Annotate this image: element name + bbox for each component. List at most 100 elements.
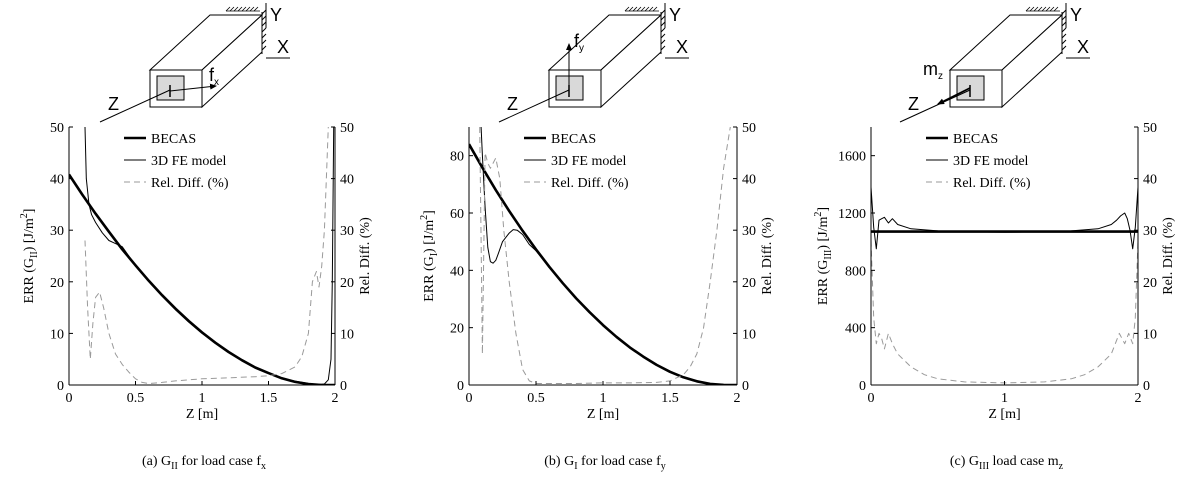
wall-hatch: [660, 21, 666, 27]
text-span: f: [574, 31, 580, 51]
text-span: 2: [813, 212, 824, 217]
top-hatch: [237, 6, 243, 12]
top-hatch: [648, 6, 654, 12]
beam-axis-y-label: Y: [270, 5, 282, 25]
top-hatch: [636, 6, 642, 12]
wall-hatch: [261, 9, 267, 15]
text-span: f: [209, 65, 215, 85]
legend-label: Rel. Diff. (%): [551, 176, 629, 191]
text-span: I: [574, 461, 577, 472]
top-hatch: [1045, 6, 1051, 12]
text-span: x: [261, 461, 266, 472]
z-axis-line: [498, 89, 570, 123]
top-hatch: [628, 6, 634, 12]
text-span: ]: [22, 209, 37, 214]
x-tick-label: 1: [199, 391, 206, 406]
legend-label: BECAS: [953, 132, 998, 147]
x-tick-label: 0: [868, 391, 875, 406]
top-hatch: [1025, 6, 1031, 12]
figure-caption: (a) GII for load case fx: [142, 454, 266, 472]
y-left-tick-label: 30: [50, 224, 64, 239]
y-left-tick-label: 40: [450, 264, 464, 279]
y-left-tick-label: 80: [450, 150, 464, 165]
y-left-tick-label: 0: [57, 379, 64, 394]
beam-load-label: fy: [574, 31, 584, 54]
wall-hatch: [1061, 9, 1067, 15]
beam-axis-x-label: X: [277, 37, 289, 57]
y-right-axis-label: Rel. Diff. (%): [358, 217, 373, 295]
text-span: y: [579, 43, 584, 54]
text-span: ) [J/m: [422, 220, 437, 253]
wall-hatch: [660, 45, 666, 51]
text-span: for load case f: [578, 454, 662, 469]
top-hatch: [241, 6, 247, 12]
wall-hatch: [1061, 21, 1067, 27]
y-right-tick-label: 30: [340, 224, 354, 239]
top-hatch: [624, 6, 630, 12]
y-right-tick-label: 50: [742, 121, 756, 136]
beam-axis-y-label: Y: [669, 5, 681, 25]
top-hatch: [1033, 6, 1039, 12]
beam-axis-z-label: Z: [507, 94, 518, 114]
y-right-tick-label: 10: [340, 327, 354, 342]
y-right-tick-label: 10: [1143, 327, 1157, 342]
y-right-tick-label: 50: [340, 121, 354, 136]
x-tick-label: 2: [1135, 391, 1142, 406]
legend-label: 3D FE model: [151, 154, 227, 169]
text-span: ]: [816, 207, 831, 212]
top-hatch: [652, 6, 658, 12]
text-span: III: [823, 250, 834, 260]
text-span: (a) G: [142, 454, 171, 469]
beam-axis-z-label: Z: [108, 94, 119, 114]
wall-hatch: [660, 27, 666, 33]
beam-axis-y-label: Y: [1070, 5, 1082, 25]
x-tick-label: 0: [466, 391, 473, 406]
beam-load-label: fx: [209, 65, 219, 88]
top-hatch: [1041, 6, 1047, 12]
x-tick-label: 0: [66, 391, 73, 406]
text-span: ERR (G: [816, 260, 831, 306]
y-left-tick-label: 60: [450, 207, 464, 222]
x-axis-label: Z [m]: [186, 407, 218, 422]
y-left-tick-label: 0: [859, 379, 866, 394]
series-line-thin: [871, 187, 1138, 250]
y-left-tick-label: 20: [50, 276, 64, 291]
wall-hatch: [1061, 15, 1067, 21]
y-right-axis-label: Rel. Diff. (%): [1161, 217, 1176, 295]
wall-hatch: [1061, 33, 1067, 39]
y-left-tick-label: 1200: [838, 207, 866, 222]
top-hatch: [632, 6, 638, 12]
text-span: ) [J/m: [22, 218, 37, 251]
series-line-thin: [480, 127, 737, 385]
y-right-tick-label: 20: [742, 276, 756, 291]
text-span: III: [979, 461, 989, 472]
wall-hatch: [660, 33, 666, 39]
y-right-tick-label: 20: [340, 276, 354, 291]
y-right-tick-label: 30: [742, 224, 756, 239]
load-arrow: [937, 87, 971, 105]
beam-schematic: YX Zfx: [99, 3, 290, 123]
y-left-tick-label: 50: [50, 121, 64, 136]
y-left-tick-label: 40: [50, 173, 64, 188]
load-arrow: [169, 83, 217, 92]
text-span: z: [938, 71, 943, 82]
z-axis-line: [899, 89, 971, 123]
legend-label: BECAS: [151, 132, 196, 147]
series-line-thin: [84, 127, 335, 385]
x-axis-label: Z [m]: [988, 407, 1020, 422]
legend-label: 3D FE model: [551, 154, 627, 169]
top-hatch: [225, 6, 231, 12]
wall-hatch: [261, 33, 267, 39]
wall-hatch: [261, 39, 267, 45]
top-hatch: [640, 6, 646, 12]
y-right-tick-label: 40: [340, 173, 354, 188]
top-hatch: [1029, 6, 1035, 12]
y-right-tick-label: 30: [1143, 224, 1157, 239]
text-span: 2: [419, 215, 430, 220]
text-span: x: [214, 77, 219, 88]
text-span: load case m: [989, 454, 1059, 469]
text-span: Rel. Diff. (%): [1161, 217, 1176, 295]
